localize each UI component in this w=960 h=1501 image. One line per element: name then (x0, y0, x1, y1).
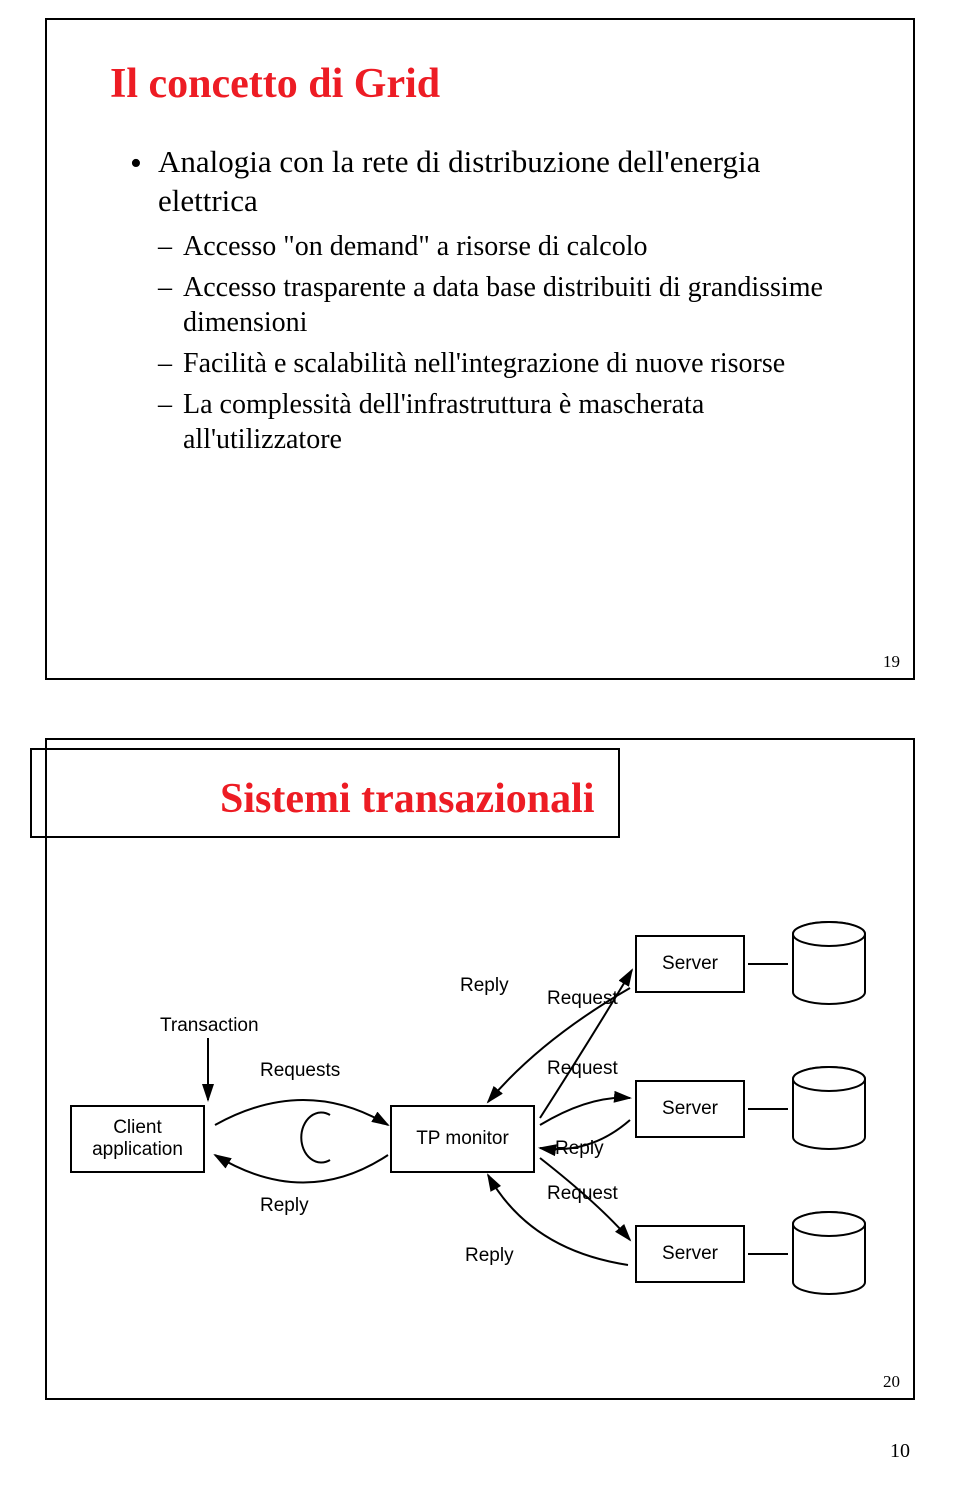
page-number: 19 (883, 652, 900, 672)
slide-2: Sistemi transazionali (0, 720, 960, 1440)
label-request-top: Request (547, 988, 618, 1010)
label-request-bot: Request (547, 1183, 618, 1205)
label-reply-mid: Reply (555, 1138, 604, 1160)
tp-monitor-diagram: Client application TP monitor Server Ser… (70, 910, 890, 1330)
label-reply-bot: Reply (465, 1245, 514, 1267)
label-request-mid: Request (547, 1058, 618, 1080)
sub-item: Facilità e scalabilità nell'integrazione… (158, 346, 850, 381)
label-reply-client: Reply (260, 1195, 309, 1217)
sub-item: Accesso "on demand" a risorse di calcolo (158, 229, 850, 264)
slide-1: Il concetto di Grid Analogia con la rete… (0, 0, 960, 720)
footer-page-number: 10 (0, 1440, 960, 1483)
label-reply-top: Reply (460, 975, 509, 997)
database-cylinder-1 (790, 920, 868, 1002)
sub-item: Accesso trasparente a data base distribu… (158, 270, 850, 340)
tp-monitor-box: TP monitor (390, 1105, 535, 1173)
server-box-1: Server (635, 935, 745, 993)
bullet-item: Analogia con la rete di distribuzione de… (130, 143, 850, 457)
client-application-box: Client application (70, 1105, 205, 1173)
sub-list: Accesso "on demand" a risorse di calcolo… (158, 229, 850, 457)
label-transaction: Transaction (160, 1015, 259, 1037)
sub-item: La complessità dell'infrastruttura è mas… (158, 387, 850, 457)
bullet-text: Analogia con la rete di distribuzione de… (158, 144, 760, 218)
database-cylinder-2 (790, 1065, 868, 1147)
server-box-2: Server (635, 1080, 745, 1138)
label-requests: Requests (260, 1060, 340, 1082)
title-border (30, 748, 620, 838)
bullet-list: Analogia con la rete di distribuzione de… (130, 143, 850, 457)
page-number: 20 (883, 1372, 900, 1392)
server-box-3: Server (635, 1225, 745, 1283)
database-cylinder-3 (790, 1210, 868, 1292)
